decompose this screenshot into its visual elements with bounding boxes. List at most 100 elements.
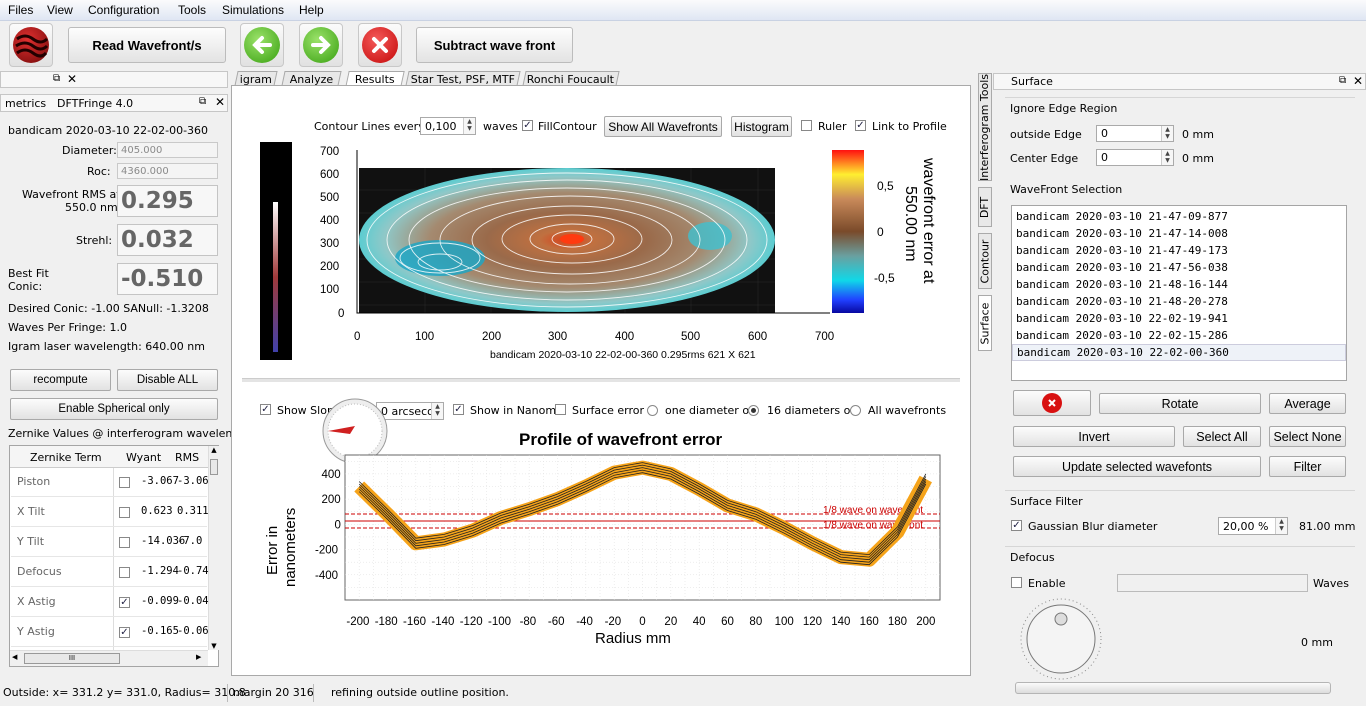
fill-contour-checkbox[interactable]: ✓ (522, 119, 533, 131)
zernike-row[interactable]: Piston -3.067 -3.06 (11, 467, 209, 497)
close-icon[interactable]: ✕ (215, 95, 226, 109)
link-profile-checkbox[interactable]: ✓ (855, 119, 866, 131)
zernike-hscroll[interactable]: ◀ III ▶ (10, 650, 208, 666)
subtract-wavefront-button[interactable]: Subtract wave front (416, 27, 573, 63)
zernike-row[interactable]: X Astig ✓ -0.099 -0.04 (11, 587, 209, 617)
gaussian-checkbox[interactable]: ✓ (1011, 519, 1022, 531)
wavefront-list-item[interactable]: bandicam 2020-03-10 22-02-00-360 (1012, 344, 1346, 361)
arcsec-spinbox[interactable]: 0 arcseco ▲ ▼ (376, 402, 444, 420)
show-all-wavefronts-button[interactable]: Show All Wavefronts (604, 116, 722, 137)
spin-arrows-icon[interactable]: ▲ ▼ (1161, 150, 1173, 165)
float-icon[interactable]: ⧉ (1339, 75, 1347, 86)
tab-ronchi[interactable]: Ronchi Foucault (522, 71, 620, 86)
zernike-vscroll[interactable]: ▲ ▼ (208, 446, 219, 650)
scroll-right-icon[interactable]: ▶ (196, 653, 202, 661)
contour-lines-value[interactable]: 0,100 (425, 119, 457, 133)
invert-button[interactable]: Invert (1013, 426, 1175, 447)
zernike-row[interactable]: Defocus -1.294 -0.74 (11, 557, 209, 587)
tab-analyze[interactable]: Analyze (281, 71, 342, 86)
ruler-checkbox[interactable] (801, 120, 812, 131)
scroll-left-icon[interactable]: ◀ (12, 653, 18, 661)
select-all-button[interactable]: Select All (1183, 426, 1261, 447)
float-icon[interactable]: ⧉ (199, 96, 207, 107)
show-slope-checkbox[interactable]: ✓ (260, 403, 271, 415)
tab-surface[interactable]: Surface (978, 295, 992, 351)
center-edge-value[interactable]: 0 (1101, 151, 1108, 164)
horizontal-scrollbar[interactable] (1015, 682, 1331, 694)
wavefront-list-item[interactable]: bandicam 2020-03-10 21-47-56-038 (1016, 261, 1228, 274)
select-none-button[interactable]: Select None (1269, 426, 1346, 447)
average-button[interactable]: Average (1269, 393, 1346, 414)
next-button[interactable] (299, 23, 343, 67)
delete-button[interactable] (358, 23, 402, 67)
read-wavefronts-button[interactable]: Read Wavefront/s (68, 27, 226, 63)
delete-wavefront-button[interactable] (1013, 390, 1091, 416)
zernike-enable-checkbox[interactable] (119, 537, 130, 548)
filter-button[interactable]: Filter (1269, 456, 1346, 477)
menu-tools[interactable]: Tools (178, 3, 207, 17)
scroll-down-icon[interactable]: ▼ (211, 642, 217, 650)
float-icon[interactable]: ⧉ (53, 73, 61, 84)
sixteen-diameters-radio[interactable] (748, 405, 759, 416)
tab-igram[interactable]: igram (234, 71, 278, 86)
wavefront-list-item[interactable]: bandicam 2020-03-10 22-02-15-286 (1016, 329, 1228, 342)
profile-chart[interactable]: Profile of wavefront error 1/8 wave on w… (255, 425, 955, 655)
zernike-enable-checkbox[interactable] (119, 567, 130, 578)
col-term[interactable]: Zernike Term (30, 451, 102, 464)
surface-error-checkbox[interactable] (555, 404, 566, 415)
spin-arrows-icon[interactable]: ▲ ▼ (463, 118, 475, 134)
defocus-slider-field[interactable] (1117, 574, 1308, 592)
histogram-button[interactable]: Histogram (731, 116, 792, 137)
zernike-enable-checkbox[interactable]: ✓ (119, 626, 130, 638)
menu-help[interactable]: Help (299, 3, 324, 17)
wavefront-list-item[interactable]: bandicam 2020-03-10 21-48-16-144 (1016, 278, 1228, 291)
outside-edge-value[interactable]: 0 (1101, 127, 1108, 140)
gaussian-spinbox[interactable]: 20,00 % ▲ ▼ (1218, 517, 1288, 535)
tab-interferogram-tools[interactable]: Interferogram Tools (978, 73, 992, 181)
dial-knob-icon[interactable] (1054, 612, 1068, 626)
wavefront-list[interactable]: bandicam 2020-03-10 21-47-09-877 bandicam… (1011, 205, 1347, 381)
rotate-button[interactable]: Rotate (1099, 393, 1261, 414)
center-edge-spinbox[interactable]: 0 ▲ ▼ (1096, 149, 1174, 166)
wavefront-list-item[interactable]: bandicam 2020-03-10 21-47-14-008 (1016, 227, 1228, 240)
defocus-dial[interactable] (1017, 598, 1107, 680)
spin-arrows-icon[interactable]: ▲ ▼ (1161, 126, 1173, 141)
spin-arrows-icon[interactable]: ▲ ▼ (431, 403, 443, 419)
close-icon[interactable]: ✕ (1353, 74, 1364, 88)
splitter[interactable] (242, 378, 960, 382)
wavefront-thumbnail[interactable] (260, 142, 292, 360)
tab-dft[interactable]: DFT (978, 187, 992, 227)
col-rms[interactable]: RMS (175, 451, 200, 464)
enable-spherical-button[interactable]: Enable Spherical only (10, 398, 218, 420)
hscroll-thumb[interactable]: III (24, 653, 120, 664)
zernike-row[interactable]: Y Tilt -14.036 -7.0 (11, 527, 207, 557)
outside-edge-spinbox[interactable]: 0 ▲ ▼ (1096, 125, 1174, 142)
recompute-button[interactable]: recompute (10, 369, 111, 391)
scroll-up-icon[interactable]: ▲ (211, 446, 217, 454)
col-wyant[interactable]: Wyant (126, 451, 162, 464)
zernike-enable-checkbox[interactable] (119, 507, 130, 518)
wavefront-list-item[interactable]: bandicam 2020-03-10 21-47-09-877 (1016, 210, 1228, 223)
tab-contour[interactable]: Contour (978, 233, 992, 289)
zernike-enable-checkbox[interactable] (119, 477, 130, 488)
menu-view[interactable]: View (47, 3, 73, 17)
previous-button[interactable] (240, 23, 284, 67)
contour-lines-spinbox[interactable]: 0,100 ▲ ▼ (420, 117, 476, 135)
scroll-thumb[interactable] (210, 459, 218, 475)
metrics-tab[interactable]: metrics (5, 97, 47, 110)
menu-simulations[interactable]: Simulations (222, 3, 285, 17)
spin-arrows-icon[interactable]: ▲ ▼ (1275, 518, 1287, 534)
zernike-row[interactable]: Y Astig ✓ -0.165 -0.06 (11, 617, 209, 647)
all-wavefronts-radio[interactable] (850, 405, 861, 416)
contour-plot[interactable]: 700 600 500 400 300 200 100 0 0 100 200 300 400 500 6… (300, 140, 950, 365)
gaussian-value[interactable]: 20,00 % (1223, 519, 1269, 533)
wavefront-list-item[interactable]: bandicam 2020-03-10 22-02-19-941 (1016, 312, 1228, 325)
wavefront-list-item[interactable]: bandicam 2020-03-10 21-48-20-278 (1016, 295, 1228, 308)
menu-configuration[interactable]: Configuration (88, 3, 160, 17)
defocus-enable-checkbox[interactable] (1011, 577, 1022, 588)
menu-files[interactable]: Files (8, 3, 34, 17)
disable-all-button[interactable]: Disable ALL (117, 369, 218, 391)
zernike-enable-checkbox[interactable]: ✓ (119, 596, 130, 608)
one-diameter-radio[interactable] (647, 405, 658, 416)
zernike-row[interactable]: X Tilt 0.623 0.311 (11, 497, 209, 527)
